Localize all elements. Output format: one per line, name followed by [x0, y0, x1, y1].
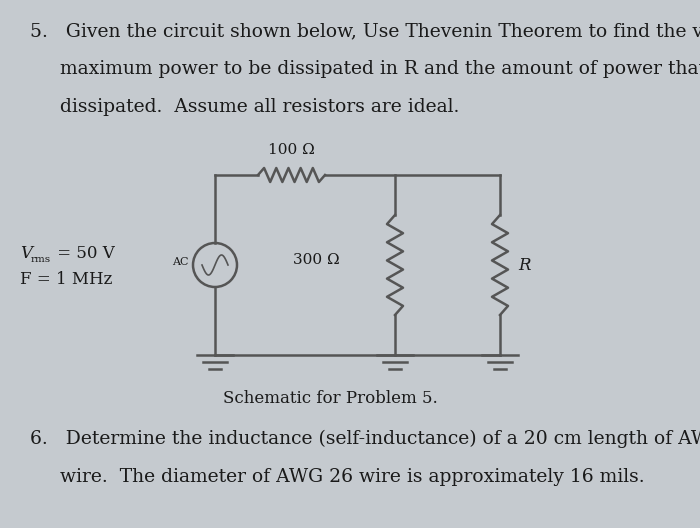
Text: 100 Ω: 100 Ω — [268, 143, 315, 157]
Text: rms: rms — [31, 256, 51, 265]
Text: AC: AC — [172, 257, 189, 267]
Text: = 50 V: = 50 V — [52, 244, 115, 261]
Text: dissipated.  Assume all resistors are ideal.: dissipated. Assume all resistors are ide… — [30, 98, 459, 116]
Text: Schematic for Problem 5.: Schematic for Problem 5. — [223, 390, 438, 407]
Text: wire.  The diameter of AWG 26 wire is approximately 16 mils.: wire. The diameter of AWG 26 wire is app… — [30, 468, 645, 486]
Text: R: R — [518, 257, 531, 274]
Text: maximum power to be dissipated in R and the amount of power that will be: maximum power to be dissipated in R and … — [30, 60, 700, 78]
Text: 5.   Given the circuit shown below, Use Thevenin Theorem to find the value of R : 5. Given the circuit shown below, Use Th… — [30, 22, 700, 40]
Text: 6.   Determine the inductance (self-inductance) of a 20 cm length of AWG 26 copp: 6. Determine the inductance (self-induct… — [30, 430, 700, 448]
Text: F = 1 MHz: F = 1 MHz — [20, 271, 113, 288]
Text: 300 Ω: 300 Ω — [293, 253, 340, 267]
Text: V: V — [20, 244, 32, 261]
